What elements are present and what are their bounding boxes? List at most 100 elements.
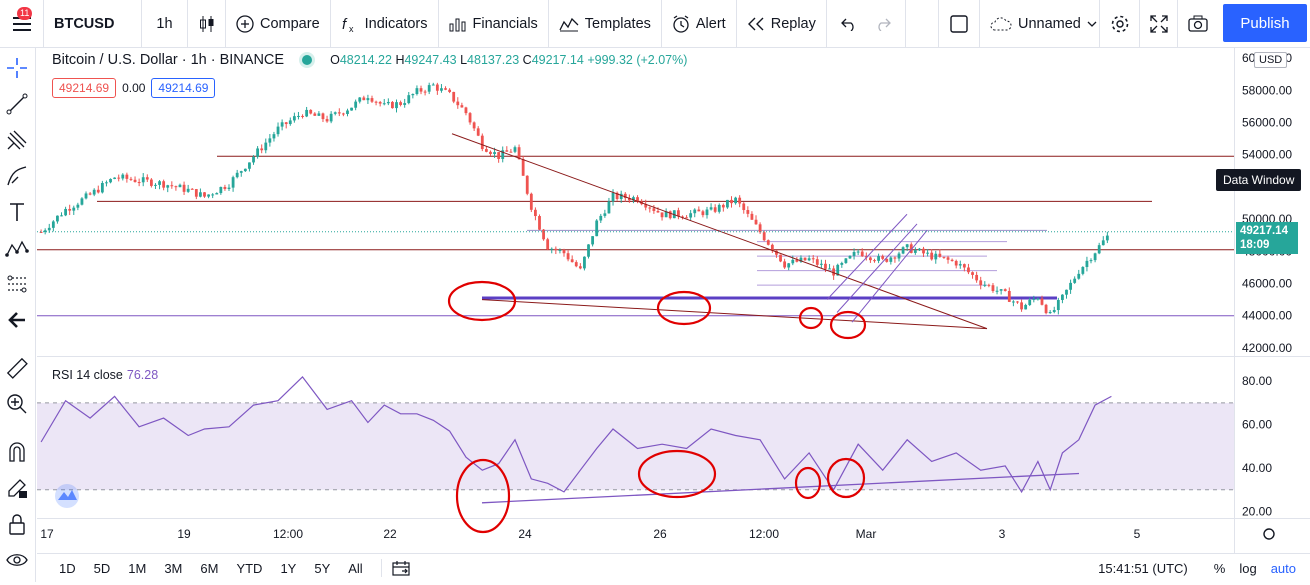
- rsi-value: 76.28: [126, 368, 159, 382]
- interval-button[interactable]: 1h: [142, 0, 188, 48]
- range-button-all[interactable]: All: [348, 560, 363, 576]
- publish-button[interactable]: Publish: [1223, 4, 1307, 42]
- pattern-tool[interactable]: [3, 234, 31, 262]
- candle-body: [468, 113, 472, 123]
- annotation-circle: [455, 458, 511, 534]
- candle-body: [284, 122, 288, 125]
- price-chart[interactable]: 60000.0058000.0056000.0054000.0052000.00…: [37, 48, 1310, 582]
- candles-icon: [199, 15, 213, 32]
- rsi-legend: RSI 14 close 76.28: [52, 368, 158, 382]
- goto-date-icon[interactable]: [392, 560, 410, 576]
- replay-button[interactable]: Replay: [737, 0, 827, 48]
- range-button-ytd[interactable]: YTD: [236, 560, 263, 576]
- candle-body: [1061, 294, 1064, 300]
- fullscreen-select-button[interactable]: [938, 0, 980, 48]
- candle-body: [942, 256, 946, 258]
- candle-body: [399, 102, 402, 105]
- candle-body: [76, 204, 80, 208]
- trendline-tool[interactable]: [3, 90, 31, 118]
- candle-body: [80, 198, 84, 205]
- back-arrow-tool[interactable]: [3, 306, 31, 334]
- candle-body: [1024, 304, 1028, 310]
- candle-body: [852, 252, 856, 256]
- prediction-tool[interactable]: [3, 270, 31, 298]
- magnet-tool[interactable]: [3, 438, 31, 466]
- text-tool[interactable]: [3, 198, 31, 226]
- candle-body: [775, 250, 778, 255]
- auto-toggle[interactable]: auto: [1270, 560, 1296, 576]
- range-button-6m[interactable]: 6M: [200, 560, 219, 576]
- chart-pane[interactable]: 60000.0058000.0056000.0054000.0052000.00…: [37, 48, 1310, 582]
- candle-body: [954, 260, 958, 266]
- main-menu-button[interactable]: 11: [0, 0, 44, 48]
- layout-menu-button[interactable]: Unnamed: [980, 0, 1100, 48]
- buy-button[interactable]: 49214.69: [151, 78, 216, 98]
- time-axis-label: 24: [518, 527, 532, 541]
- sell-button[interactable]: 49214.69: [52, 78, 117, 98]
- compare-button[interactable]: Compare: [226, 0, 331, 48]
- fullscreen-button[interactable]: [1140, 0, 1178, 48]
- candle-body: [149, 179, 153, 186]
- settings-button[interactable]: [1100, 0, 1140, 48]
- utc-clock[interactable]: 15:41:51 (UTC): [1098, 560, 1188, 576]
- range-button-5d[interactable]: 5D: [93, 560, 111, 576]
- candle-body: [411, 94, 415, 96]
- symbol-search[interactable]: BTCUSD: [44, 0, 142, 48]
- log-toggle[interactable]: log: [1239, 560, 1257, 576]
- candle-body: [47, 227, 51, 231]
- candle-body: [1052, 310, 1056, 313]
- range-button-1y[interactable]: 1Y: [280, 560, 297, 576]
- redo-icon[interactable]: [875, 17, 891, 31]
- channel-line: [826, 213, 908, 300]
- candle-body: [832, 268, 836, 276]
- crosshair-tool[interactable]: [3, 54, 31, 82]
- candle-body: [100, 182, 104, 193]
- svg-text:x: x: [349, 24, 354, 33]
- candle-body: [717, 204, 721, 212]
- zoom-tool[interactable]: [3, 390, 31, 418]
- replay-label: Replay: [770, 15, 816, 32]
- currency-label[interactable]: USD: [1254, 52, 1288, 68]
- brush-tool[interactable]: [3, 162, 31, 190]
- price-axis-label: 44000.00: [1242, 309, 1292, 323]
- candle-body: [194, 189, 198, 197]
- candle-body: [983, 284, 987, 286]
- range-button-1d[interactable]: 1D: [59, 560, 76, 576]
- candle-body: [905, 244, 909, 248]
- candle-body: [382, 103, 386, 105]
- financials-button[interactable]: Financials: [439, 0, 549, 48]
- symbol-title[interactable]: Bitcoin / U.S. Dollar · 1h · BINANCE: [52, 52, 285, 68]
- market-status-dot: [302, 55, 313, 65]
- candle-body: [329, 113, 333, 122]
- lock-tool[interactable]: [3, 510, 31, 538]
- visibility-tool[interactable]: [3, 546, 31, 574]
- range-button-3m[interactable]: 3M: [164, 560, 183, 576]
- candle-body: [979, 280, 983, 286]
- camera-icon: [1188, 15, 1208, 32]
- undo-icon[interactable]: [840, 17, 857, 31]
- alert-button[interactable]: Alert: [662, 0, 737, 48]
- candle-body: [652, 208, 656, 211]
- candle-body: [958, 264, 962, 266]
- range-button-5y[interactable]: 5Y: [314, 560, 331, 576]
- candle-body: [1093, 253, 1097, 261]
- percent-toggle[interactable]: %: [1213, 560, 1226, 576]
- time-axis-label: 12:00: [749, 527, 779, 541]
- candle-body: [1073, 278, 1077, 283]
- lock-drawings-tool[interactable]: [3, 474, 31, 502]
- ruler-tool[interactable]: [3, 354, 31, 382]
- rsi-label[interactable]: RSI 14 close: [52, 368, 123, 382]
- chart-type-button[interactable]: [188, 0, 226, 48]
- candle-body: [472, 122, 476, 129]
- price-axis-label: 58000.00: [1242, 83, 1292, 97]
- candle-body: [664, 211, 668, 218]
- time-axis-label: 3: [999, 527, 1006, 541]
- candle-body: [350, 107, 353, 111]
- fib-tool[interactable]: [3, 126, 31, 154]
- templates-button[interactable]: Templates: [549, 0, 662, 48]
- range-button-1m[interactable]: 1M: [128, 560, 147, 576]
- candle-body: [877, 256, 880, 261]
- candle-body: [632, 197, 635, 201]
- snapshot-button[interactable]: [1178, 0, 1218, 48]
